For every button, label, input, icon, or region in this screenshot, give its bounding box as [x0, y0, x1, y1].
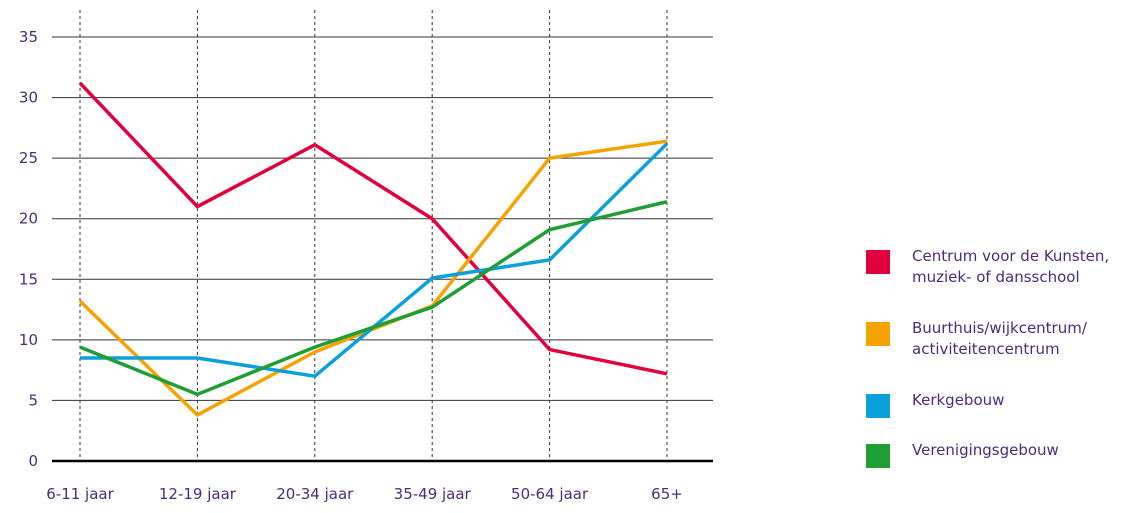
x-axis-ticks: 6-11 jaar 12-19 jaar 20-34 jaar 35-49 jaar 5… — [46, 485, 683, 503]
y-tick-label-15: 15 — [19, 270, 38, 288]
y-tick-label-20: 20 — [19, 210, 38, 228]
x-tick-label-3: 35-49 jaar — [394, 485, 472, 503]
y-tick-label-10: 10 — [19, 331, 38, 349]
y-tick-label-25: 25 — [19, 149, 38, 167]
vertical-gridlines — [79, 10, 668, 461]
legend-label-verenigingsgebouw: Verenigingsgebouw — [912, 441, 1059, 459]
y-tick-label-35: 35 — [19, 28, 38, 46]
x-tick-label-4: 50-64 jaar — [511, 485, 589, 503]
legend-swatch-verenigingsgebouw — [866, 444, 890, 468]
legend-label-buurthuis: Buurthuis/wijkcentrum/ activiteitencentr… — [912, 319, 1087, 358]
series-lines — [78, 81, 669, 418]
legend-label-centrum: Centrum voor de Kunsten, muziek- of dans… — [912, 247, 1110, 286]
legend-swatch-buurthuis — [866, 322, 890, 346]
series-line-verenigingsgebouw — [79, 200, 668, 397]
y-axis-ticks: 0 5 10 15 20 25 30 35 — [19, 28, 38, 470]
legend-swatch-kerkgebouw — [866, 394, 890, 418]
x-tick-label-2: 20-34 jaar — [276, 485, 354, 503]
horizontal-gridlines — [52, 36, 713, 401]
legend-label-kerkgebouw: Kerkgebouw — [912, 391, 1005, 409]
y-tick-label-30: 30 — [19, 89, 38, 107]
x-tick-label-1: 12-19 jaar — [159, 485, 237, 503]
x-tick-label-5: 65+ — [651, 485, 683, 503]
y-tick-label-5: 5 — [28, 391, 38, 409]
legend-swatch-centrum — [866, 250, 890, 274]
x-tick-label-0: 6-11 jaar — [46, 485, 114, 503]
series-line-centrum — [78, 81, 668, 376]
y-tick-label-0: 0 — [28, 452, 38, 470]
series-line-kerkgebouw — [80, 142, 669, 379]
